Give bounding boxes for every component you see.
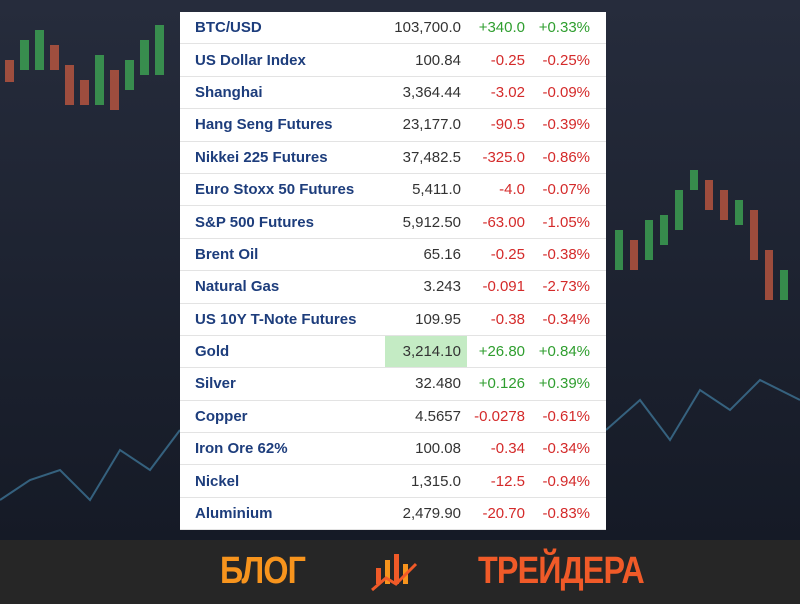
quote-row: Copper 4.5657 -0.0278 -0.61% [180, 400, 606, 434]
change-percent: +0.84% [531, 335, 606, 369]
instrument-name: Aluminium [180, 497, 385, 531]
quote-row: Aluminium 2,479.90 -20.70 -0.83% [180, 497, 606, 531]
change-percent: -0.07% [531, 173, 606, 207]
change: -0.38 [467, 303, 531, 336]
change: +26.80 [467, 335, 531, 369]
change: -0.25 [467, 238, 531, 272]
change-percent: +0.39% [531, 367, 606, 401]
price: 2,479.90 [385, 497, 467, 531]
change-percent: -0.86% [531, 141, 606, 174]
price: 32.480 [385, 367, 467, 401]
brand-left: БЛОГ [220, 550, 306, 592]
change: -0.0278 [467, 400, 531, 434]
quote-row: Brent Oil 65.16 -0.25 -0.38% [180, 238, 606, 272]
change: -4.0 [467, 173, 531, 207]
price: 37,482.5 [385, 141, 467, 174]
instrument-name: BTC/USD [180, 12, 385, 45]
instrument-name: Shanghai [180, 76, 385, 110]
logo [371, 554, 418, 592]
instrument-name: Euro Stoxx 50 Futures [180, 173, 385, 207]
change-percent: -0.61% [531, 400, 606, 434]
instrument-name: Gold [180, 335, 385, 369]
price: 5,411.0 [385, 173, 467, 207]
change: -0.34 [467, 432, 531, 466]
price: 23,177.0 [385, 108, 467, 142]
quote-row: Nickel 1,315.0 -12.5 -0.94% [180, 464, 606, 498]
change-percent: -0.94% [531, 464, 606, 498]
quote-row: Natural Gas 3.243 -0.091 -2.73% [180, 270, 606, 304]
quote-row: US 10Y T-Note Futures 109.95 -0.38 -0.34% [180, 303, 606, 336]
instrument-name: Silver [180, 367, 385, 401]
change: -3.02 [467, 76, 531, 110]
price: 65.16 [385, 238, 467, 272]
price: 1,315.0 [385, 464, 467, 498]
price: 3.243 [385, 270, 467, 304]
instrument-name: Hang Seng Futures [180, 108, 385, 142]
change-percent: -0.38% [531, 238, 606, 272]
instrument-name: Iron Ore 62% [180, 432, 385, 466]
instrument-name: US Dollar Index [180, 43, 385, 77]
quote-row: Gold 3,214.10 +26.80 +0.84% [180, 335, 606, 369]
change: -63.00 [467, 205, 531, 239]
price: 3,364.44 [385, 76, 467, 110]
quote-row: Nikkei 225 Futures 37,482.5 -325.0 -0.86% [180, 141, 606, 174]
change-percent: +0.33% [531, 12, 606, 45]
quote-row: BTC/USD 103,700.0 +340.0 +0.33% [180, 12, 606, 45]
price: 5,912.50 [385, 205, 467, 239]
price: 100.08 [385, 432, 467, 466]
change: -12.5 [467, 464, 531, 498]
quote-row: US Dollar Index 100.84 -0.25 -0.25% [180, 43, 606, 77]
price: 4.5657 [385, 400, 467, 434]
instrument-name: Natural Gas [180, 270, 385, 304]
change-percent: -2.73% [531, 270, 606, 304]
change-percent: -0.09% [531, 76, 606, 110]
instrument-name: Nickel [180, 464, 385, 498]
quote-row: Shanghai 3,364.44 -3.02 -0.09% [180, 76, 606, 110]
price: 109.95 [385, 303, 467, 336]
change-percent: -0.25% [531, 43, 606, 77]
quotes-table: BTC/USD 103,700.0 +340.0 +0.33% US Dollar In… [180, 12, 606, 531]
change: -325.0 [467, 141, 531, 174]
change-percent: -0.83% [531, 497, 606, 531]
change-percent: -0.39% [531, 108, 606, 142]
change: -90.5 [467, 108, 531, 142]
instrument-name: Nikkei 225 Futures [180, 141, 385, 174]
quote-row: Iron Ore 62% 100.08 -0.34 -0.34% [180, 432, 606, 466]
change: -0.25 [467, 43, 531, 77]
instrument-name: S&P 500 Futures [180, 205, 385, 239]
price: 100.84 [385, 43, 467, 77]
instrument-name: Copper [180, 400, 385, 434]
change: +340.0 [467, 12, 531, 45]
instrument-name: Brent Oil [180, 238, 385, 272]
instrument-name: US 10Y T-Note Futures [180, 303, 385, 336]
price: 3,214.10 [385, 335, 467, 369]
quote-row: S&P 500 Futures 5,912.50 -63.00 -1.05% [180, 205, 606, 239]
brand-right: ТРЕЙДЕРА [478, 550, 645, 592]
change-percent: -1.05% [531, 205, 606, 239]
quote-row: Silver 32.480 +0.126 +0.39% [180, 367, 606, 401]
change-percent: -0.34% [531, 303, 606, 336]
change-percent: -0.34% [531, 432, 606, 466]
quote-row: Euro Stoxx 50 Futures 5,411.0 -4.0 -0.07% [180, 173, 606, 207]
change: +0.126 [467, 367, 531, 401]
change: -20.70 [467, 497, 531, 531]
footer: БЛОГ ТРЕЙДЕРА [0, 540, 800, 604]
price: 103,700.0 [385, 12, 467, 45]
quote-row: Hang Seng Futures 23,177.0 -90.5 -0.39% [180, 108, 606, 142]
change: -0.091 [467, 270, 531, 304]
